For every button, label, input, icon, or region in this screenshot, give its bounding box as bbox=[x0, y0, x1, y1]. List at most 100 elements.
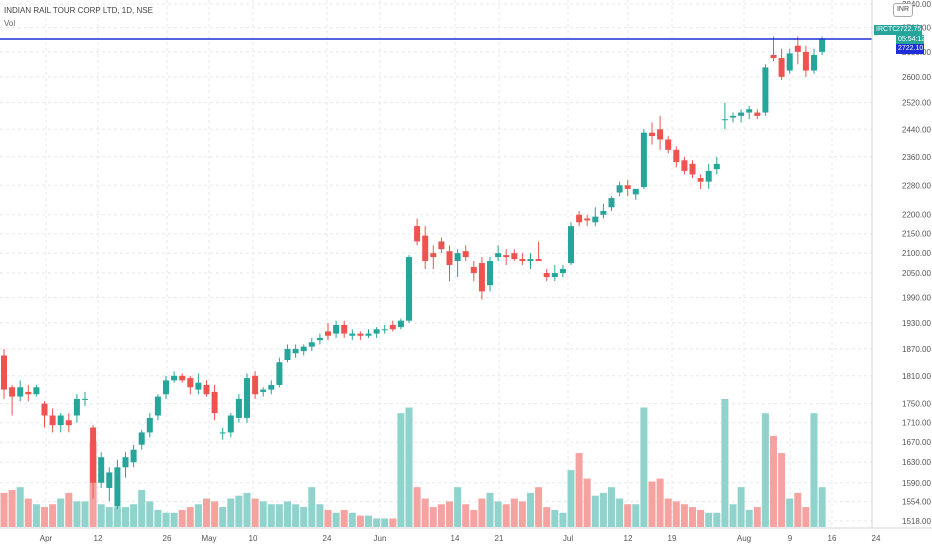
volume-bar bbox=[113, 507, 121, 527]
candle-body bbox=[82, 398, 88, 400]
candle-body bbox=[527, 259, 534, 262]
candle-body bbox=[511, 253, 518, 260]
volume-bar bbox=[462, 504, 470, 527]
volume-bar bbox=[251, 498, 259, 527]
volume-bar bbox=[608, 487, 615, 527]
volume-bar bbox=[211, 501, 219, 527]
volume-bar bbox=[24, 498, 32, 527]
volume-bar bbox=[203, 498, 210, 527]
candle-body bbox=[25, 391, 32, 395]
price-tick-label: 1670.00 bbox=[902, 438, 931, 447]
time-tick-label: 12 bbox=[94, 534, 103, 543]
candle-body bbox=[316, 337, 323, 341]
price-tick-label: 1630.00 bbox=[902, 458, 931, 467]
price-tick-label: 2520.00 bbox=[902, 99, 931, 108]
volume-bar bbox=[316, 504, 324, 527]
volume-bar bbox=[745, 509, 753, 527]
time-tick-label: Aug bbox=[737, 534, 751, 543]
candle-body bbox=[90, 427, 97, 483]
candle-body bbox=[235, 398, 242, 418]
time-tick-label: Jul bbox=[563, 534, 573, 543]
currency-button[interactable]: INR bbox=[893, 3, 913, 17]
candle-body bbox=[1, 355, 7, 390]
price-tick-label: 2200.00 bbox=[902, 211, 931, 220]
volume-bar bbox=[243, 492, 251, 527]
candle-body bbox=[770, 54, 777, 59]
candle-body bbox=[227, 415, 234, 433]
candle-body bbox=[9, 387, 16, 397]
volume-bar bbox=[146, 501, 154, 527]
candle-body bbox=[802, 51, 809, 71]
candle-body bbox=[179, 375, 186, 381]
price-tick-label: 1710.00 bbox=[902, 419, 931, 428]
grid-lines bbox=[0, 0, 877, 528]
volume-bar bbox=[575, 453, 583, 527]
price-axis[interactable]: 1518.00 1554.00 1590.00 1630.00 1670.00 1710.… bbox=[902, 0, 931, 526]
volume-bar bbox=[470, 509, 478, 527]
candle-body bbox=[373, 329, 380, 334]
volume-bar bbox=[162, 512, 170, 527]
candle-body bbox=[819, 38, 826, 52]
volume-bar bbox=[259, 501, 267, 527]
volume-bar bbox=[300, 507, 308, 527]
candle-body bbox=[65, 420, 72, 426]
volume-bar bbox=[413, 487, 421, 527]
volume-legend: Vol bbox=[4, 19, 16, 28]
volume-bar bbox=[340, 509, 348, 527]
volume-bar bbox=[640, 407, 648, 527]
price-tick-label: 1750.00 bbox=[902, 400, 931, 409]
volume-bar bbox=[567, 470, 575, 527]
candle-body bbox=[778, 58, 785, 77]
price-tick-label: 2600.00 bbox=[902, 73, 931, 82]
volume-bar bbox=[397, 413, 405, 527]
candle-body bbox=[171, 375, 178, 381]
volume-bar bbox=[284, 501, 291, 527]
candle-body bbox=[713, 163, 720, 170]
candle-body bbox=[640, 132, 647, 188]
candle-body bbox=[600, 211, 607, 215]
volume-bar bbox=[437, 504, 445, 527]
candle-body bbox=[592, 216, 599, 223]
price-axis-bg bbox=[872, 0, 932, 528]
volume-bar bbox=[32, 504, 40, 527]
candle-body bbox=[349, 333, 356, 336]
candle-body bbox=[122, 457, 129, 468]
price-tick-label: 2440.00 bbox=[902, 125, 931, 134]
candle-body bbox=[608, 198, 615, 208]
volume-bar bbox=[16, 487, 24, 527]
candle-body bbox=[252, 375, 259, 395]
volume-bar bbox=[551, 509, 559, 527]
volume-bar bbox=[373, 518, 381, 527]
candle-body bbox=[381, 329, 388, 331]
candle-body bbox=[689, 163, 696, 175]
volume-bar bbox=[421, 498, 429, 527]
volume-bar bbox=[57, 498, 65, 527]
volume-bar bbox=[753, 507, 761, 527]
volume-bar bbox=[365, 515, 372, 527]
candle-body bbox=[17, 387, 24, 397]
volume-bar bbox=[510, 498, 518, 527]
candle-body bbox=[41, 403, 48, 416]
volume-bar bbox=[721, 399, 729, 527]
candle-body bbox=[519, 259, 526, 262]
volume-bar bbox=[705, 512, 713, 527]
volume-bar bbox=[535, 487, 543, 527]
candle-body bbox=[446, 251, 453, 266]
volume-bar bbox=[502, 504, 510, 527]
candle-body bbox=[811, 54, 817, 71]
price-candles bbox=[1, 36, 826, 510]
candle-body bbox=[754, 112, 761, 116]
time-tick-label: 19 bbox=[668, 534, 677, 543]
candle-body bbox=[786, 53, 793, 71]
candle-body bbox=[163, 380, 169, 395]
time-axis[interactable]: Apr 12 26 May 10 24 Jun 14 21 Jul 12 19 Aug 9 16 24 bbox=[40, 534, 881, 543]
candle-body bbox=[470, 267, 477, 274]
last-price-label: 2722.75 bbox=[896, 25, 922, 35]
candle-body bbox=[389, 324, 396, 330]
volume-bar bbox=[356, 515, 364, 527]
time-tick-label: Apr bbox=[40, 534, 53, 543]
volume-bar bbox=[308, 487, 316, 527]
candle-body bbox=[673, 149, 680, 163]
volume-bar bbox=[219, 507, 227, 527]
